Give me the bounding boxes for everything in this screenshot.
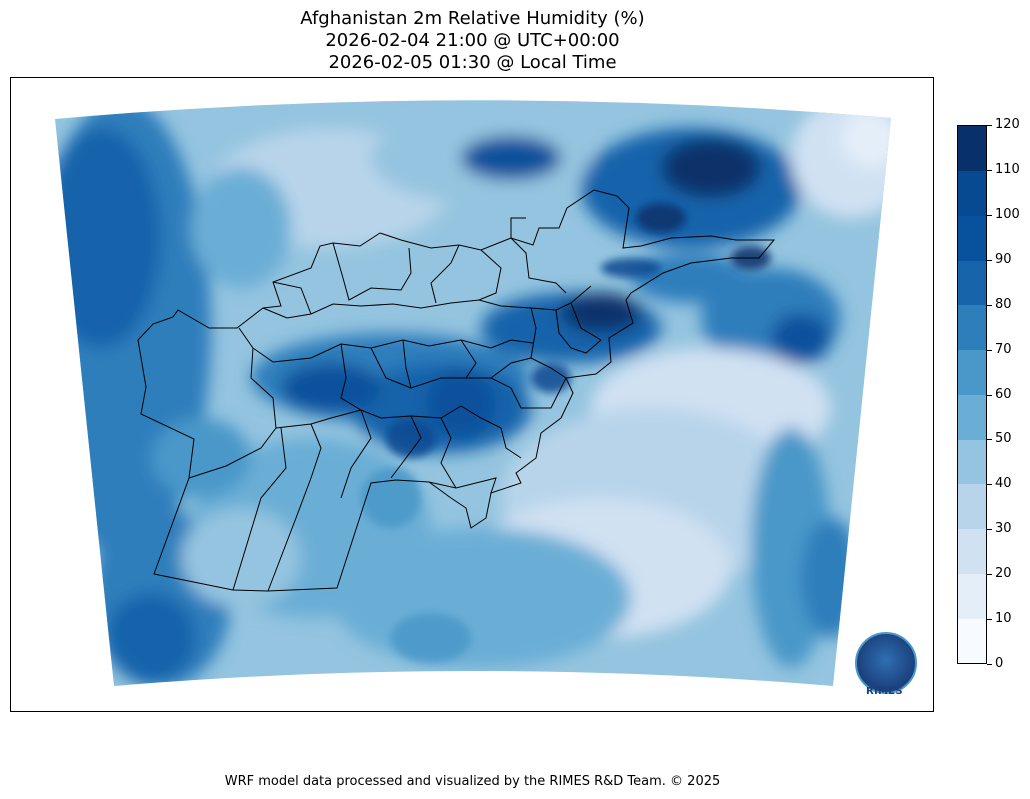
- footer-credit: WRF model data processed and visualized …: [224, 774, 721, 789]
- colorbar-tick-mark: [987, 304, 992, 306]
- colorbar-segment: [958, 439, 986, 485]
- colorbar-tick-mark: [987, 394, 992, 396]
- colorbar-segment: [958, 618, 986, 663]
- colorbar-segment: [958, 170, 986, 216]
- colorbar-tick-mark: [987, 349, 992, 351]
- colorbar-tick-mark: [987, 484, 992, 486]
- colorbar-tick-mark: [987, 214, 992, 216]
- colorbar-tick-mark: [987, 259, 992, 261]
- colorbar-segment: [958, 126, 986, 171]
- map-panel: [10, 77, 934, 712]
- colorbar-tick-label: 50: [995, 431, 1012, 447]
- colorbar-tick-label: 80: [995, 296, 1012, 312]
- colorbar-segment: [958, 573, 986, 619]
- colorbar-tick-label: 30: [995, 521, 1012, 537]
- colorbar-tick-label: 110: [995, 161, 1020, 177]
- colorbar-tick-label: 40: [995, 476, 1012, 492]
- colorbar-tick-mark: [987, 529, 992, 531]
- colorbar-tick-mark: [987, 574, 992, 576]
- colorbar-tick-mark: [987, 169, 992, 171]
- colorbar-tick-mark: [987, 619, 992, 621]
- colorbar-segment: [958, 528, 986, 574]
- colorbar-tick-mark: [987, 439, 992, 441]
- rimes-logo-emblem: [855, 632, 917, 694]
- colorbar-tick-label: 70: [995, 341, 1012, 357]
- local-timestamp: 2026-02-05 01:30 @ Local Time: [328, 52, 617, 73]
- colorbar-tick-label: 60: [995, 386, 1012, 402]
- colorbar: [957, 125, 987, 664]
- utc-timestamp: 2026-02-04 21:00 @ UTC+00:00: [325, 30, 620, 51]
- colorbar-segment: [958, 305, 986, 350]
- colorbar-segment: [958, 484, 986, 529]
- colorbar-segment: [958, 215, 986, 261]
- colorbar-tick-label: 90: [995, 251, 1012, 267]
- colorbar-segment: [958, 349, 986, 395]
- colorbar-tick-label: 0: [995, 656, 1004, 671]
- colorbar-tick-label: 120: [995, 117, 1020, 132]
- colorbar-tick-label: 20: [995, 566, 1012, 582]
- colorbar-tick-label: 10: [995, 611, 1012, 627]
- colorbar-tick-mark: [987, 664, 992, 665]
- province-boundaries: [137, 189, 776, 592]
- rimes-logo-text: RIMES: [866, 686, 903, 697]
- map-title: Afghanistan 2m Relative Humidity (%): [300, 8, 645, 29]
- humidity-map: [55, 100, 891, 686]
- colorbar-segment: [958, 260, 986, 306]
- humidity-field: [55, 100, 891, 686]
- colorbar-tick-label: 100: [995, 206, 1020, 222]
- colorbar-tick-mark: [987, 125, 992, 126]
- colorbar-segment: [958, 394, 986, 440]
